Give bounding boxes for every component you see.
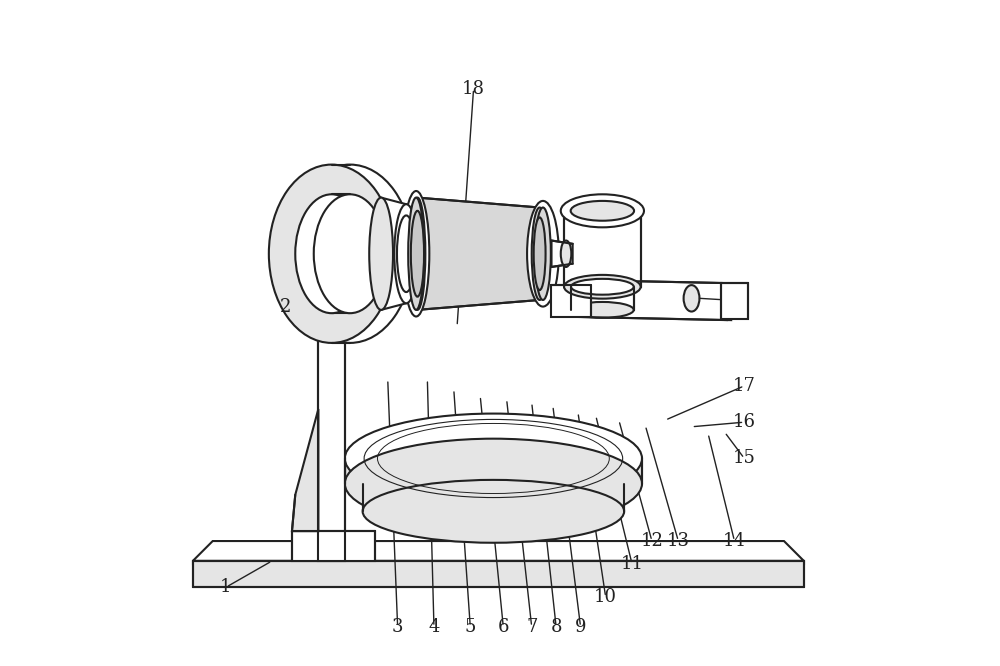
- Ellipse shape: [314, 194, 386, 313]
- Polygon shape: [193, 561, 804, 587]
- Polygon shape: [193, 541, 804, 561]
- Ellipse shape: [564, 275, 641, 298]
- Text: 5: 5: [465, 618, 476, 636]
- Ellipse shape: [564, 196, 641, 225]
- Ellipse shape: [411, 211, 424, 296]
- Ellipse shape: [684, 285, 699, 312]
- Polygon shape: [417, 198, 540, 310]
- Text: 2: 2: [280, 298, 291, 316]
- Ellipse shape: [535, 208, 551, 300]
- Polygon shape: [564, 211, 641, 287]
- Text: 11: 11: [621, 555, 644, 573]
- Ellipse shape: [408, 198, 424, 310]
- Ellipse shape: [287, 165, 413, 343]
- Polygon shape: [381, 198, 406, 310]
- Text: 10: 10: [594, 588, 617, 606]
- Ellipse shape: [561, 240, 571, 267]
- Ellipse shape: [345, 439, 642, 529]
- Polygon shape: [721, 283, 748, 320]
- Ellipse shape: [269, 165, 394, 343]
- Ellipse shape: [571, 279, 634, 294]
- Polygon shape: [571, 280, 731, 320]
- Text: 12: 12: [640, 532, 663, 550]
- Polygon shape: [193, 561, 804, 564]
- Ellipse shape: [532, 208, 548, 300]
- Text: 15: 15: [733, 450, 756, 468]
- Text: 16: 16: [733, 413, 756, 431]
- Text: 17: 17: [733, 377, 756, 395]
- Ellipse shape: [397, 215, 415, 292]
- Ellipse shape: [571, 302, 634, 318]
- Ellipse shape: [410, 198, 425, 310]
- Polygon shape: [345, 227, 358, 280]
- Text: 9: 9: [575, 618, 586, 636]
- Text: 13: 13: [667, 532, 690, 550]
- Text: 4: 4: [428, 618, 440, 636]
- Text: 8: 8: [550, 618, 562, 636]
- Text: 1: 1: [220, 578, 232, 596]
- Text: 3: 3: [392, 618, 403, 636]
- Polygon shape: [345, 458, 642, 484]
- Ellipse shape: [527, 201, 559, 306]
- Ellipse shape: [295, 194, 368, 313]
- Polygon shape: [292, 409, 318, 531]
- Polygon shape: [363, 484, 624, 511]
- Polygon shape: [318, 181, 345, 561]
- Polygon shape: [292, 531, 375, 561]
- Text: 14: 14: [723, 532, 746, 550]
- Ellipse shape: [561, 194, 644, 227]
- Ellipse shape: [403, 191, 429, 316]
- Ellipse shape: [571, 201, 634, 220]
- Ellipse shape: [363, 480, 624, 543]
- Polygon shape: [571, 287, 634, 310]
- Polygon shape: [552, 240, 573, 267]
- Ellipse shape: [369, 198, 393, 310]
- Text: 18: 18: [462, 80, 485, 98]
- Polygon shape: [551, 285, 591, 317]
- Text: 7: 7: [526, 618, 537, 636]
- Ellipse shape: [534, 217, 546, 290]
- Text: 6: 6: [498, 618, 509, 636]
- Polygon shape: [406, 215, 414, 292]
- Ellipse shape: [345, 414, 642, 503]
- Ellipse shape: [404, 222, 424, 286]
- Ellipse shape: [394, 204, 418, 303]
